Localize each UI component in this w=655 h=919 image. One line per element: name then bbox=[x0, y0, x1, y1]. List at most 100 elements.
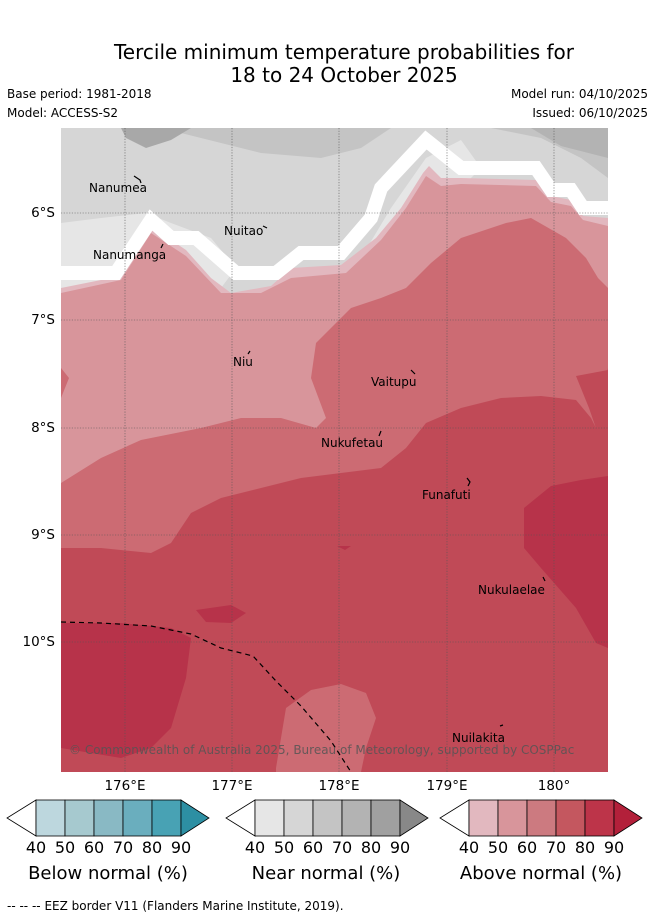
cb1-tick-40: 40 bbox=[25, 838, 47, 857]
colorbar-cell bbox=[64, 799, 95, 837]
cb3-tick-90: 90 bbox=[603, 838, 625, 857]
colorbar-cell bbox=[526, 799, 557, 837]
cb1-tick-50: 50 bbox=[54, 838, 76, 857]
base-period: Base period: 1981-2018 bbox=[7, 87, 152, 101]
place-label-nanumea: Nanumea bbox=[89, 181, 147, 195]
eez-footnote: -- -- -- EEZ border V11 (Flanders Marine… bbox=[7, 899, 344, 913]
colorbar-high-extension bbox=[180, 799, 210, 837]
above-normal-90-patch bbox=[196, 605, 246, 623]
colorbar-cell bbox=[584, 799, 615, 837]
chart-title: Tercile minimum temperature probabilitie… bbox=[0, 41, 655, 87]
island-funafuti bbox=[466, 477, 471, 487]
place-label-nuitao: Nuitao bbox=[224, 224, 263, 238]
place-label-nuilakita: Nuilakita bbox=[452, 731, 505, 745]
cb2-tick-40: 40 bbox=[244, 838, 266, 857]
lat-label-10s: 10°S bbox=[22, 634, 56, 650]
island-nanumea bbox=[133, 175, 142, 184]
issued-date: Issued: 06/10/2025 bbox=[532, 106, 648, 120]
cb3-tick-70: 70 bbox=[545, 838, 567, 857]
colorbar-title-above: Above normal (%) bbox=[459, 863, 623, 884]
island-nuilakita bbox=[499, 724, 504, 727]
place-label-nanumanga: Nanumanga bbox=[93, 248, 166, 262]
eez-legend-dashes: -- -- -- bbox=[7, 899, 41, 913]
cb2-tick-60: 60 bbox=[302, 838, 324, 857]
place-label-nukufetau: Nukufetau bbox=[321, 436, 383, 450]
lat-label-6s: 6°S bbox=[31, 205, 55, 221]
above-normal-80-region bbox=[61, 368, 608, 772]
island-vaitupu bbox=[410, 369, 416, 375]
title-line-1: Tercile minimum temperature probabilitie… bbox=[113, 40, 575, 64]
colorbar-low-extension bbox=[225, 799, 256, 837]
colorbar-title-below: Below normal (%) bbox=[28, 863, 188, 884]
above-normal-70-region-west bbox=[61, 368, 69, 398]
above-normal-90-region-southwest bbox=[61, 623, 191, 758]
colorbar-low-extension bbox=[6, 799, 37, 837]
island-niu bbox=[247, 350, 251, 355]
cb1-tick-70: 70 bbox=[112, 838, 134, 857]
colorbar-cell bbox=[497, 799, 528, 837]
colorbar-cell bbox=[312, 799, 343, 837]
above-normal-70-region-south bbox=[276, 684, 376, 772]
colorbar-cell bbox=[341, 799, 372, 837]
island-nanumanga bbox=[160, 243, 164, 249]
cb3-tick-60: 60 bbox=[516, 838, 538, 857]
colorbar-above-normal bbox=[439, 799, 643, 837]
eez-border bbox=[61, 621, 352, 772]
colorbar-cell bbox=[151, 799, 182, 837]
cb1-tick-90: 90 bbox=[170, 838, 192, 857]
colorbar-cell bbox=[122, 799, 153, 837]
lon-label-177e: 177°E bbox=[211, 778, 253, 794]
colorbar-high-extension bbox=[399, 799, 429, 837]
lat-label-8s: 8°S bbox=[31, 420, 55, 436]
lon-label-180: 180° bbox=[537, 778, 571, 794]
cb1-tick-60: 60 bbox=[83, 838, 105, 857]
colorbar-cell bbox=[370, 799, 401, 837]
eez-legend-text: EEZ border V11 (Flanders Marine Institut… bbox=[44, 899, 344, 913]
colorbar-high-extension bbox=[613, 799, 643, 837]
colorbar-cell bbox=[283, 799, 314, 837]
colorbar-cell bbox=[93, 799, 124, 837]
cb3-tick-80: 80 bbox=[574, 838, 596, 857]
island-markers bbox=[133, 175, 546, 727]
lon-label-179e: 179°E bbox=[426, 778, 468, 794]
cb2-tick-70: 70 bbox=[331, 838, 353, 857]
cb3-tick-40: 40 bbox=[458, 838, 480, 857]
near-normal-70-region bbox=[121, 128, 191, 148]
lat-label-9s: 9°S bbox=[31, 527, 55, 543]
near-normal-60-region bbox=[61, 128, 608, 178]
probability-map[interactable]: Nanumea Nuitao Nanumanga Niu Vaitupu Nuk… bbox=[61, 128, 608, 772]
island-nukufetau bbox=[378, 430, 382, 437]
model-run: Model run: 04/10/2025 bbox=[510, 87, 648, 101]
cb2-tick-90: 90 bbox=[389, 838, 411, 857]
above-normal-90-region-east bbox=[524, 476, 608, 648]
above-normal-80-region-east bbox=[576, 370, 608, 434]
cb2-tick-80: 80 bbox=[360, 838, 382, 857]
island-nuitao bbox=[262, 225, 268, 229]
colorbar-title-near: Near normal (%) bbox=[251, 863, 401, 884]
near-normal-70-region-east bbox=[531, 128, 608, 158]
colorbar-cell bbox=[555, 799, 586, 837]
model-name: Model: ACCESS-S2 bbox=[7, 106, 119, 120]
colorbar-cell bbox=[35, 799, 66, 837]
lat-label-7s: 7°S bbox=[31, 312, 55, 328]
colorbar-below-normal bbox=[6, 799, 210, 837]
cb2-tick-50: 50 bbox=[273, 838, 295, 857]
tercile-boundary bbox=[61, 130, 608, 280]
colorbar-cell bbox=[254, 799, 285, 837]
cb3-tick-50: 50 bbox=[487, 838, 509, 857]
colorbar-near-normal bbox=[225, 799, 429, 837]
place-label-vaitupu: Vaitupu bbox=[371, 375, 417, 389]
place-label-niu: Niu bbox=[233, 355, 253, 369]
title-line-2: 18 to 24 October 2025 bbox=[230, 63, 458, 87]
cb1-tick-80: 80 bbox=[141, 838, 163, 857]
lat-lon-grid bbox=[61, 128, 608, 772]
lon-label-178e: 178°E bbox=[318, 778, 360, 794]
above-normal-90-dot bbox=[337, 546, 351, 550]
copyright-watermark: © Commonwealth of Australia 2025, Bureau… bbox=[69, 743, 574, 757]
place-label-funafuti: Funafuti bbox=[422, 488, 471, 502]
lon-label-176e: 176°E bbox=[104, 778, 146, 794]
colorbar-low-extension bbox=[439, 799, 470, 837]
island-nukulaelae bbox=[542, 576, 546, 582]
colorbar-cell bbox=[468, 799, 499, 837]
place-label-nukulaelae: Nukulaelae bbox=[478, 583, 545, 597]
